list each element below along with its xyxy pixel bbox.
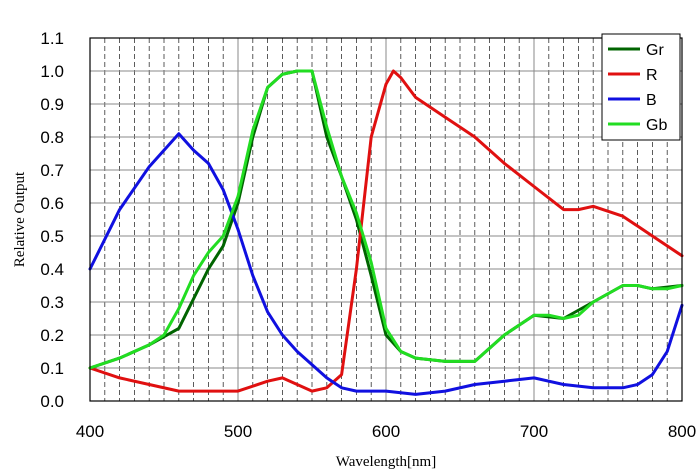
legend-label: Gb	[646, 117, 667, 134]
y-tick-label: 1.1	[40, 29, 64, 48]
y-tick-label: 0.1	[40, 359, 64, 378]
series-line-gb	[88, 69, 684, 370]
legend: Gr RB Gb	[601, 33, 681, 141]
series-line-r	[88, 69, 684, 393]
legend-box	[601, 33, 681, 141]
y-tick-label: 0.7	[40, 161, 64, 180]
y-tick-label: 0.4	[40, 260, 64, 279]
x-tick-label: 500	[224, 422, 252, 441]
x-axis-title: Wavelength[nm]	[336, 454, 436, 470]
y-tick-label: 0.5	[40, 227, 64, 246]
legend-label: R	[646, 67, 658, 84]
plot-frame	[89, 37, 683, 402]
series-lines	[88, 69, 684, 396]
legend-label: Gr	[646, 42, 664, 59]
y-tick-label: 0.9	[40, 95, 64, 114]
x-tick-label: 800	[668, 422, 696, 441]
y-tick-label: 1.0	[40, 62, 64, 81]
y-tick-label: 0.6	[40, 194, 64, 213]
legend-label: B	[646, 92, 657, 109]
y-tick-label: 0.0	[40, 392, 64, 411]
y-tick-label: 0.2	[40, 326, 64, 345]
y-tick-labels: 0.0 0.1 0.2 0.3 0.4 0.5 0.6 0.7 0.8 0.9 1.0 1.1	[40, 29, 64, 411]
x-tick-label: 600	[372, 422, 400, 441]
y-tick-label: 0.3	[40, 293, 64, 312]
series-line-gr	[88, 69, 684, 370]
x-tick-label: 700	[520, 422, 548, 441]
series-line-b	[88, 132, 684, 396]
x-tick-label: 400	[76, 422, 104, 441]
y-tick-label: 0.8	[40, 128, 64, 147]
y-axis-title: Relative Output	[12, 171, 28, 267]
x-tick-labels: 400 500 600 700 800	[76, 422, 696, 441]
